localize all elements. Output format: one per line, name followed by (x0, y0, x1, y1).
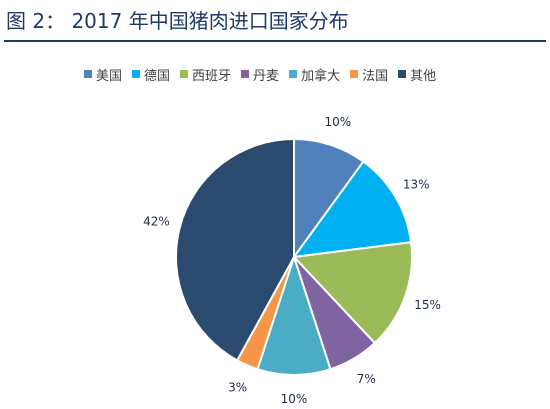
figure-title: 图 2： 2017 年中国猪肉进口国家分布 (6, 4, 546, 38)
pie-slice (291, 241, 413, 345)
slice-label: 10% (325, 115, 352, 129)
slice-label: 15% (414, 298, 441, 312)
legend-swatch (350, 70, 359, 78)
legend-swatch (289, 70, 298, 78)
legend-swatch (180, 70, 189, 78)
legend-item: 西班牙 (180, 65, 231, 84)
legend-label: 加拿大 (301, 68, 341, 84)
slice-label: 10% (281, 392, 308, 406)
chart-legend: 美国 德国 西班牙 丹麦 加拿大 法国 其他 (84, 64, 530, 84)
legend-item: 丹麦 (241, 65, 279, 84)
legend-swatch (398, 70, 407, 78)
legend-swatch (84, 70, 92, 78)
slice-label: 7% (357, 372, 376, 386)
slice-label: 13% (403, 178, 430, 192)
figure-label: 图 2： (6, 9, 66, 33)
legend-item: 美国 (84, 65, 122, 84)
legend-item: 法国 (350, 65, 388, 84)
slice-label: 42% (143, 215, 170, 229)
figure-title-text: 2017 年中国猪肉进口国家分布 (71, 9, 349, 33)
legend-label: 其他 (410, 68, 437, 84)
slice-label: 3% (228, 380, 247, 394)
legend-item: 其他 (398, 65, 436, 84)
legend-label: 美国 (96, 68, 123, 84)
legend-item: 德国 (132, 65, 170, 84)
legend-label: 法国 (362, 68, 389, 84)
pie-slice (293, 137, 365, 261)
pie-slice (175, 137, 295, 362)
legend-label: 西班牙 (192, 68, 232, 84)
pie-slice (291, 160, 413, 259)
legend-label: 德国 (144, 68, 171, 84)
legend-item: 加拿大 (289, 65, 340, 84)
legend-label: 丹麦 (253, 68, 280, 84)
pie-slice (256, 253, 332, 376)
title-underline (4, 40, 546, 42)
legend-swatch (132, 70, 141, 78)
legend-swatch (241, 70, 250, 78)
